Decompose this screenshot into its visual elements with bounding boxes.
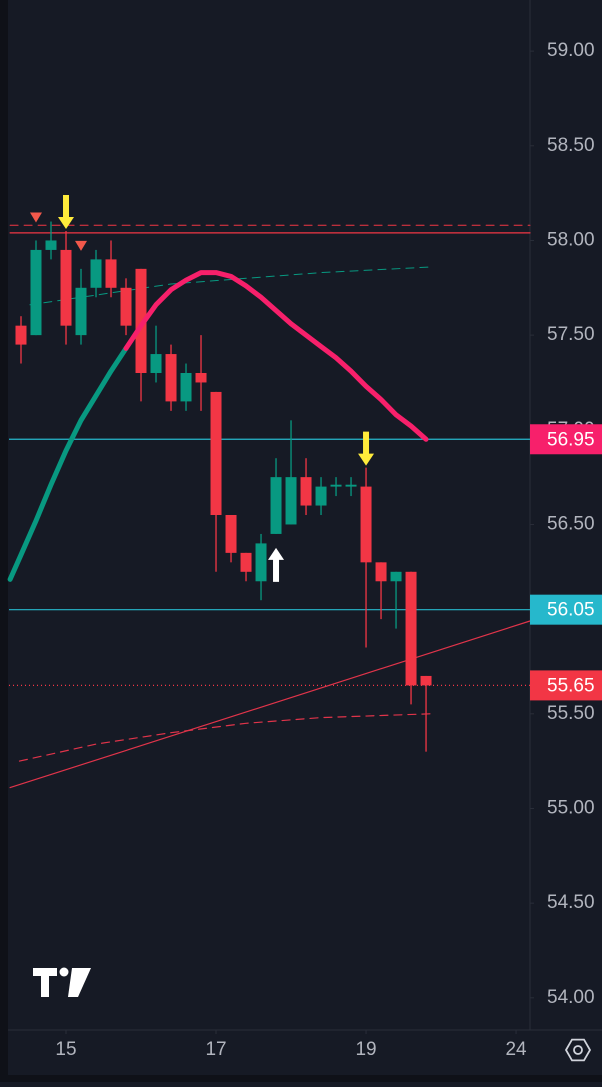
overlay-line — [29, 266, 431, 306]
candle-body — [420, 675, 432, 686]
candle-body — [105, 259, 117, 288]
bottom-edge — [0, 1075, 602, 1082]
candle-body — [165, 354, 177, 402]
candle-body — [195, 372, 207, 383]
candle-body — [75, 287, 87, 336]
candle-body — [285, 477, 297, 525]
price-box-label: 56.95 — [547, 429, 595, 450]
plot: 54.0054.5055.0055.5056.0056.5057.0057.50… — [7, 40, 595, 1060]
y-tick-label: 57.50 — [547, 324, 595, 345]
candle-body — [255, 543, 267, 582]
candle-body — [315, 486, 327, 506]
candle-body — [330, 484, 342, 487]
y-tick-label: 55.50 — [547, 703, 595, 724]
settings-button[interactable] — [564, 1038, 592, 1062]
x-tick-label: 19 — [355, 1039, 376, 1060]
signal-marker — [268, 547, 285, 582]
candle-body — [45, 240, 57, 250]
candle-body — [225, 515, 237, 553]
price-box — [530, 594, 602, 625]
overlay-line — [9, 620, 531, 789]
candle-body — [405, 571, 417, 686]
price-box — [530, 424, 602, 455]
signal-marker — [58, 194, 75, 229]
signal-marker — [75, 240, 88, 251]
candle-body — [120, 287, 132, 326]
y-tick-label: 58.50 — [547, 135, 595, 156]
signal-marker — [358, 431, 375, 466]
signal-marker — [30, 212, 43, 223]
candle-body — [15, 325, 27, 345]
x-tick-label: 15 — [55, 1039, 76, 1060]
candle-body — [90, 259, 102, 288]
y-tick-label: 56.50 — [547, 513, 595, 534]
candle-body — [180, 372, 192, 402]
left-edge — [0, 0, 8, 1082]
price-box-label: 55.65 — [547, 675, 595, 696]
candle-body — [150, 354, 162, 373]
price-box-label: 56.05 — [547, 600, 595, 621]
x-tick-label: 24 — [505, 1039, 527, 1060]
candle-body — [210, 391, 222, 515]
candle-body — [390, 571, 402, 582]
y-tick-label: 58.00 — [547, 229, 595, 250]
tradingview-logo — [33, 967, 91, 997]
y-tick-label: 54.50 — [547, 892, 595, 913]
candle-body — [240, 552, 252, 572]
y-tick-label: 54.00 — [547, 987, 595, 1008]
candle-body — [135, 268, 147, 373]
candle-body — [345, 484, 357, 487]
price-box — [530, 670, 602, 701]
candle-body — [270, 477, 282, 534]
y-tick-label: 55.00 — [547, 797, 595, 818]
candle-body — [375, 562, 387, 582]
overlay-line — [18, 713, 432, 762]
candle-body — [300, 477, 312, 506]
candle-body — [30, 249, 42, 336]
y-tick-label: 59.00 — [547, 40, 595, 61]
overlay-line — [123, 270, 429, 442]
overlay-line — [7, 345, 129, 582]
x-tick-label: 17 — [205, 1039, 226, 1060]
candle-body — [360, 486, 372, 563]
candle-body — [60, 249, 72, 326]
